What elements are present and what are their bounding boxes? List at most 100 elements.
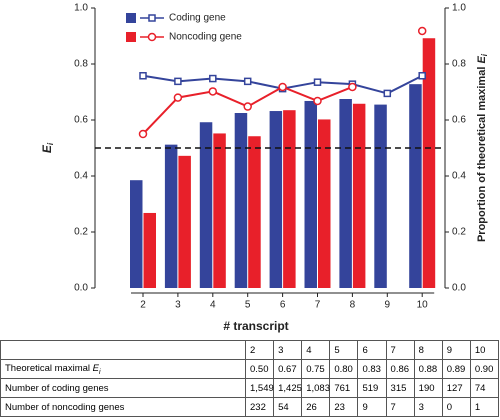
- legend-swatch: [126, 13, 136, 23]
- bar: [199, 122, 213, 289]
- bar: [339, 99, 352, 288]
- line-marker: [139, 72, 147, 80]
- bar: [248, 136, 261, 288]
- table-row: Theoretical maximal Ei 0.50 0.67 0.75 0.80 0.…: [0, 359, 500, 379]
- line-marker: [243, 102, 252, 111]
- table-cell: 9: [357, 397, 387, 417]
- bar: [213, 133, 226, 288]
- table-cell: 0.67: [273, 359, 303, 379]
- table-header-cell: 9: [441, 340, 471, 360]
- x-tick-label: 4: [210, 300, 216, 311]
- line-marker: [417, 26, 427, 36]
- y2-label-sub: i: [480, 53, 489, 56]
- line-marker: [383, 89, 392, 98]
- line-marker: [348, 82, 357, 92]
- table-header-cell: 7: [385, 340, 415, 360]
- table-cell: 7: [385, 397, 415, 417]
- table-cell: 0.89: [441, 359, 471, 379]
- y-tick-label: 0.0: [74, 283, 88, 294]
- x-tick-label: 7: [315, 300, 321, 311]
- x-tick-label: 6: [280, 300, 286, 311]
- table-row: Number of noncoding genes 232 54 26 23 9 7 3 0 1: [0, 397, 500, 417]
- y-axis-label: Ei: [40, 142, 55, 153]
- y2-tick-label: 0.2: [452, 227, 466, 238]
- row-label-text: Number of noncoding genes: [5, 401, 125, 413]
- bar: [318, 119, 331, 288]
- bar: [269, 111, 283, 288]
- line-marker: [138, 129, 148, 139]
- line-marker: [174, 77, 182, 86]
- table-cell: 0: [441, 397, 471, 417]
- bar: [422, 38, 436, 288]
- table-cell: 26: [301, 397, 331, 417]
- row-label-sub: i: [98, 368, 101, 376]
- y-tick-label: 0.2: [74, 227, 88, 238]
- x-tick-label: 3: [175, 300, 181, 311]
- bar: [164, 144, 178, 288]
- y2-tick-label: 0.4: [452, 171, 466, 182]
- table-cell: 0.80: [329, 359, 359, 379]
- table-header-cell: 3: [273, 340, 303, 360]
- line-marker: [313, 96, 322, 106]
- bar: [143, 212, 156, 288]
- row-label-var: E: [92, 362, 99, 374]
- line-marker: [209, 74, 217, 83]
- table-cell: 1,083: [301, 378, 331, 398]
- bar: [283, 110, 296, 288]
- y-tick-label: 0.6: [74, 115, 88, 126]
- line-marker: [278, 82, 287, 92]
- table-cell: 0.88: [413, 359, 443, 379]
- table-row-label: Number of noncoding genes: [0, 397, 246, 417]
- table-cell: 0.75: [301, 359, 331, 379]
- table-header-cell: 4: [301, 340, 331, 360]
- table-cell: 1,425: [273, 378, 303, 398]
- table-cell: 0.50: [244, 359, 275, 379]
- table-cell: 0.83: [357, 359, 387, 379]
- table-header-cell: 5: [329, 340, 359, 360]
- x-tick-label: 2: [140, 300, 146, 311]
- y2-tick-label: 1.0: [452, 3, 466, 14]
- legend-swatch: [126, 32, 136, 42]
- y2-label-var: E: [476, 56, 488, 64]
- data-table: 2 3 4 5 6 7 8 9 10 Theoretical maximal Ei 0.50 0.67…: [0, 340, 500, 417]
- legend-marker: [147, 32, 157, 42]
- table-row: 2 3 4 5 6 7 8 9 10: [0, 340, 500, 360]
- x-tick-label: 10: [417, 300, 429, 311]
- row-label-text: Theoretical maximal: [5, 362, 93, 374]
- x-axis-label: # transcript: [223, 319, 288, 333]
- table-cell: 315: [385, 378, 415, 398]
- y-tick-label: 1.0: [74, 3, 88, 14]
- table-row-label: Number of coding genes: [0, 378, 246, 398]
- bar: [178, 155, 191, 288]
- y2-tick-label: 0.0: [452, 283, 466, 294]
- table-cell: 3: [413, 397, 443, 417]
- x-tick-label: 9: [385, 300, 391, 311]
- table-cell: 1: [469, 397, 500, 417]
- line-marker: [208, 87, 218, 96]
- table-cell: 1,549: [244, 378, 275, 398]
- row-label-text: Number of coding genes: [5, 382, 109, 394]
- table-row: Number of coding genes 1,549 1,425 1,083 761…: [0, 378, 500, 398]
- bar: [130, 180, 143, 288]
- y-label-var: E: [40, 144, 54, 153]
- table-cell: 127: [441, 378, 471, 398]
- bar: [374, 104, 387, 288]
- table-row-label: Theoretical maximal Ei: [0, 359, 246, 379]
- y2-tick-label: 0.6: [452, 115, 466, 126]
- bar: [352, 103, 366, 288]
- legend-marker: [148, 14, 156, 22]
- y-label-sub: i: [46, 142, 55, 145]
- table-header-cell: 10: [469, 340, 500, 360]
- y2-axis-label: Proportion of theoretical maximal Ei: [476, 53, 489, 242]
- table-header-cell: 2: [244, 340, 275, 360]
- line-marker: [418, 72, 426, 80]
- table-cell: 232: [244, 397, 275, 417]
- table-header-cell: 6: [357, 340, 387, 360]
- table-corner: [0, 340, 246, 360]
- table-cell: 761: [329, 378, 359, 398]
- y2-tick-label: 0.8: [452, 59, 466, 70]
- y-tick-label: 0.8: [74, 59, 88, 70]
- line-marker: [313, 78, 322, 86]
- table-cell: 23: [329, 397, 359, 417]
